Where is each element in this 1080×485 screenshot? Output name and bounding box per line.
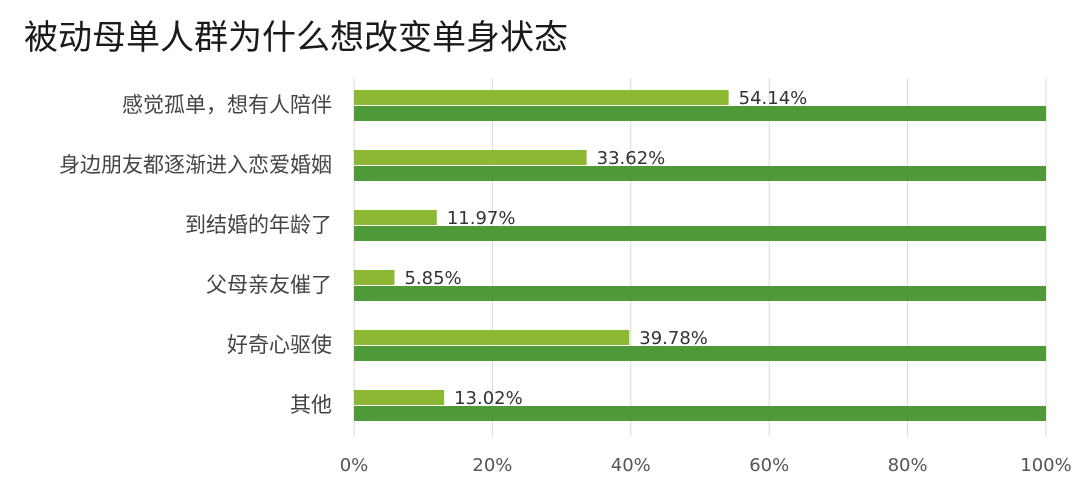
- x-tick-label: 80%: [888, 455, 928, 476]
- bar-primary: [354, 210, 437, 225]
- x-tick-label: 60%: [749, 455, 789, 476]
- category-label: 好奇心驱使: [227, 333, 332, 357]
- bar-secondary: [354, 166, 1046, 181]
- bar-primary: [354, 150, 587, 165]
- category-label: 父母亲友催了: [206, 273, 332, 297]
- bar-primary: [354, 90, 729, 105]
- bar-secondary: [354, 106, 1046, 121]
- bar-primary: [354, 330, 630, 345]
- x-tick-label: 100%: [1020, 455, 1071, 476]
- bar-secondary: [354, 286, 1046, 301]
- bar-secondary: [354, 406, 1046, 421]
- category-label: 到结婚的年龄了: [185, 213, 332, 237]
- bar-secondary: [354, 226, 1046, 241]
- x-axis-ticks: 0% 20% 40% 60% 80% 100%: [340, 455, 1072, 476]
- labels: 54.14% 感觉孤单，想有人陪伴 33.62% 身边朋友都逐渐进入恋爱婚姻 11.97…: [59, 88, 807, 417]
- category-label: 其他: [290, 393, 332, 417]
- data-label: 13.02%: [454, 388, 523, 409]
- data-label: 39.78%: [639, 328, 708, 349]
- category-label: 感觉孤单，想有人陪伴: [122, 93, 332, 117]
- grid-lines: [353, 78, 1047, 436]
- bar-secondary: [354, 346, 1046, 361]
- bar-primary: [354, 390, 445, 405]
- bar-primary: [354, 270, 395, 285]
- x-tick-label: 20%: [472, 455, 512, 476]
- chart-title: 被动母单人群为什么想改变单身状态: [24, 18, 568, 58]
- x-tick-label: 0%: [340, 455, 369, 476]
- x-tick-label: 40%: [611, 455, 651, 476]
- data-label: 54.14%: [739, 88, 808, 109]
- bars: [354, 90, 1046, 421]
- data-label: 33.62%: [597, 148, 666, 169]
- data-label: 11.97%: [447, 208, 516, 229]
- category-label: 身边朋友都逐渐进入恋爱婚姻: [59, 153, 332, 177]
- data-label: 5.85%: [404, 268, 461, 289]
